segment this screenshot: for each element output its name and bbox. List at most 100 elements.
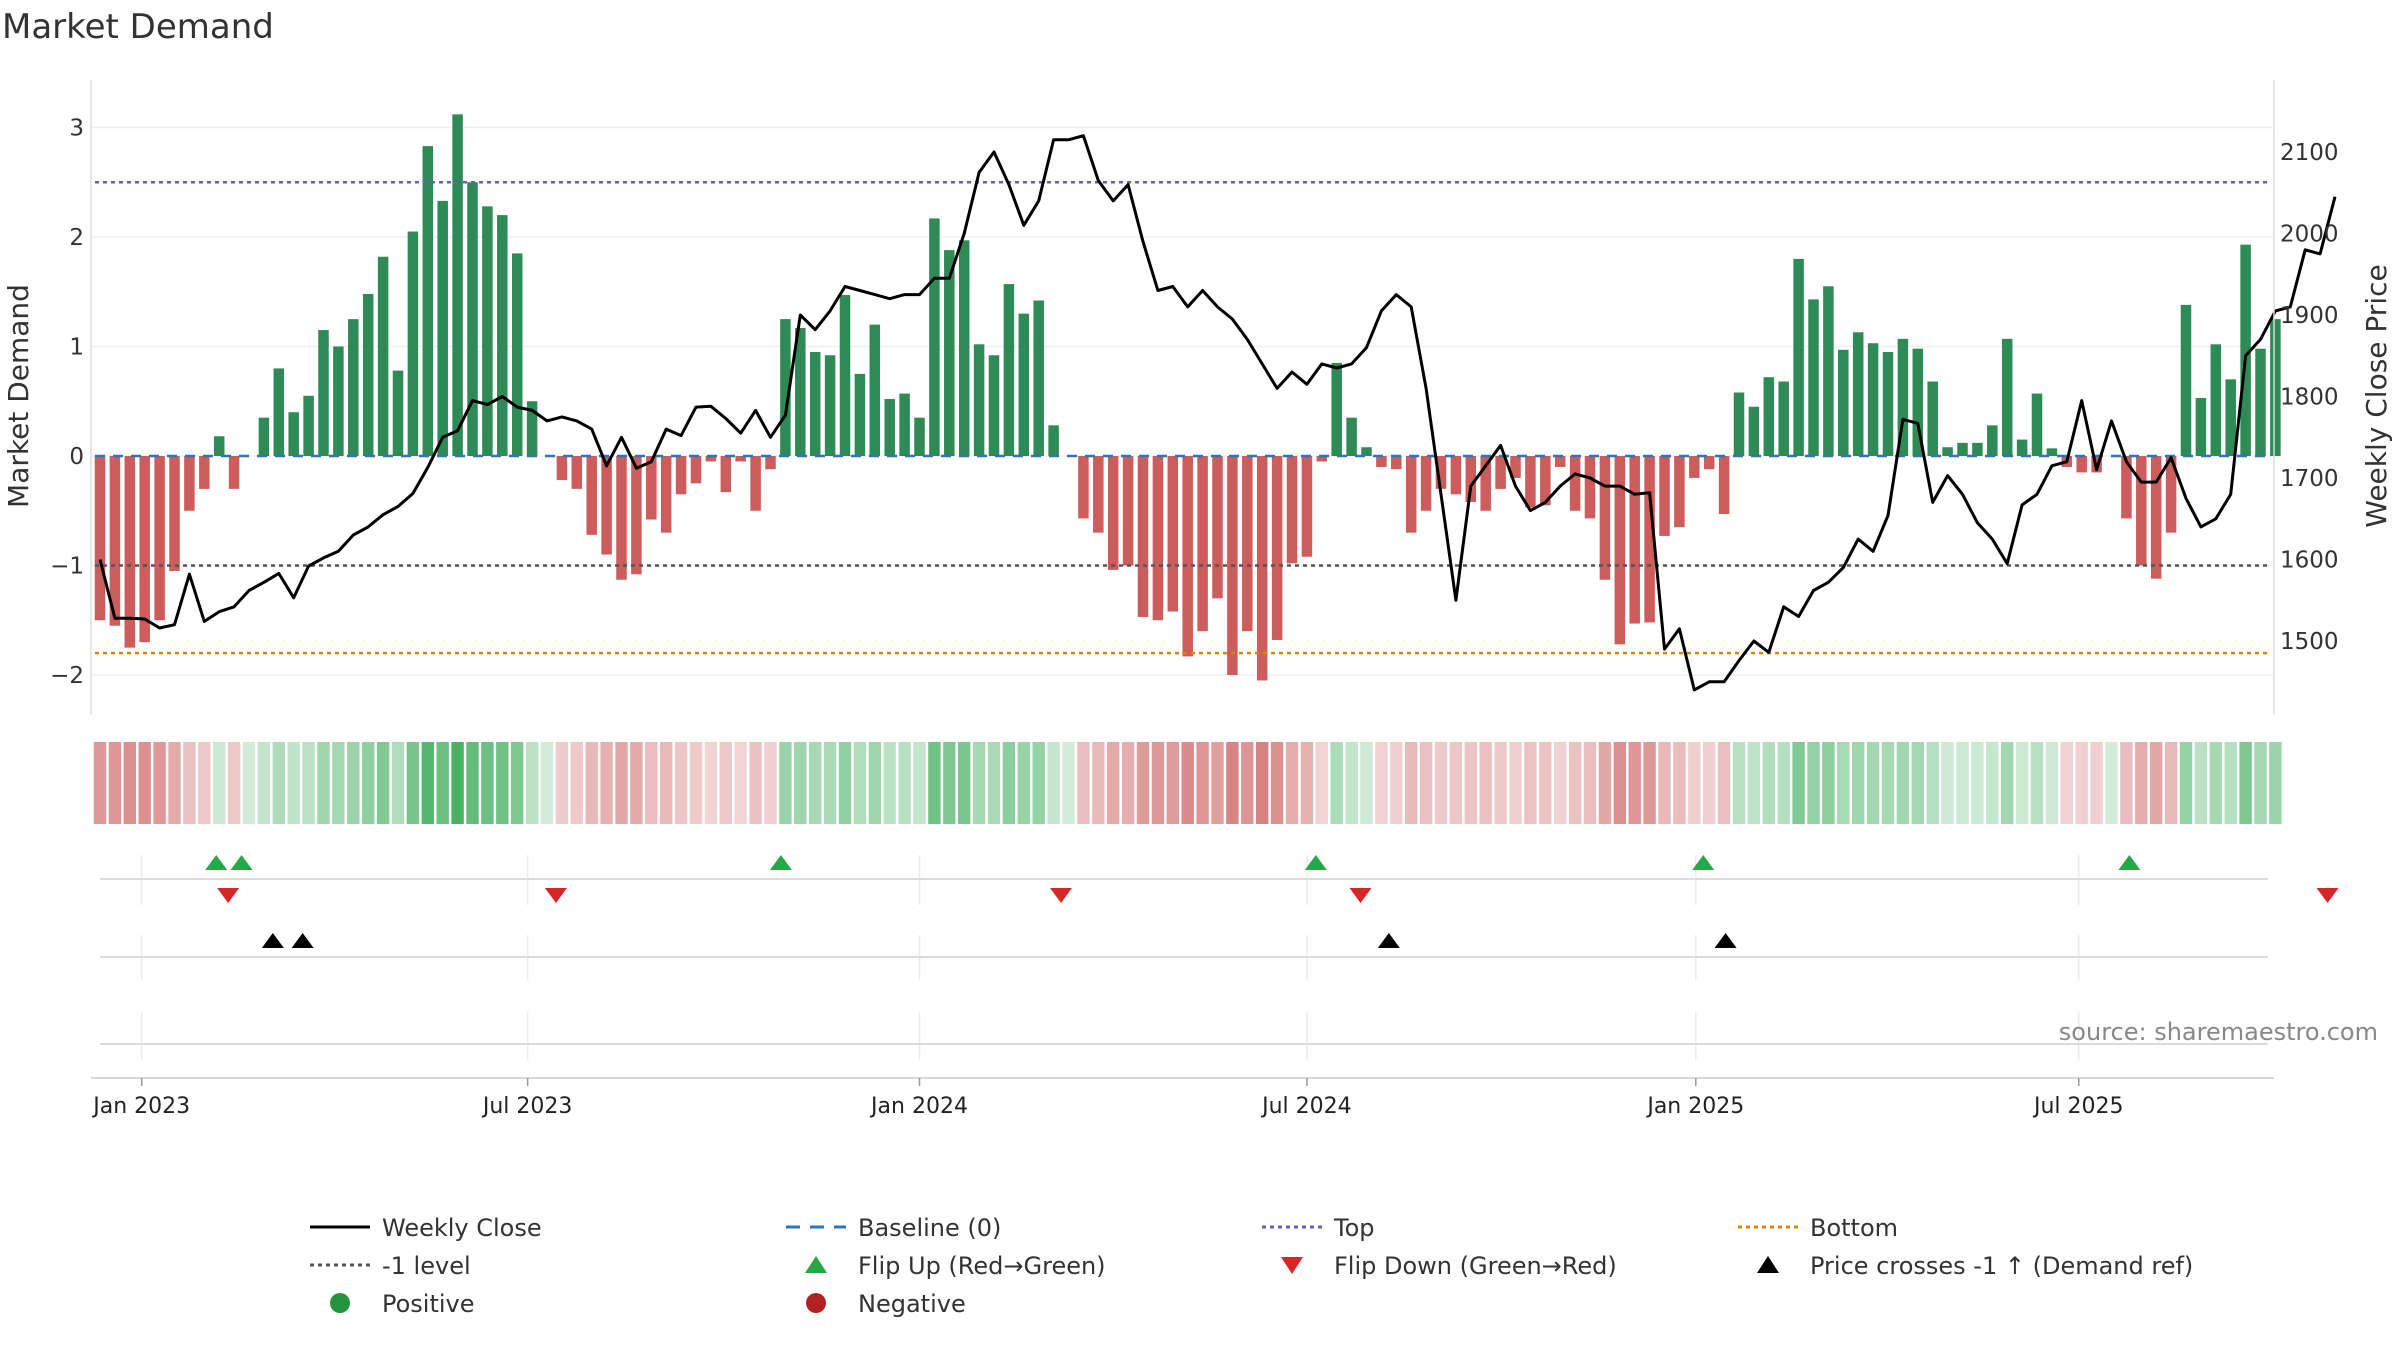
negative-demand-bar — [1301, 456, 1313, 557]
negative-demand-bar — [228, 456, 240, 489]
heat-cell-positive — [1911, 742, 1924, 824]
demand-heat-strip — [93, 742, 2282, 824]
heat-cell-positive — [2269, 742, 2282, 824]
heat-cell-negative — [1375, 742, 1388, 824]
heat-cell-negative — [1270, 742, 1284, 824]
heat-cell-positive — [1837, 742, 1850, 824]
positive-demand-bar — [973, 344, 985, 456]
legend-red-triangle-down-icon — [1281, 1257, 1303, 1274]
negative-demand-bar — [1569, 456, 1581, 511]
positive-demand-bar — [1927, 381, 1938, 456]
heat-cell-positive — [1345, 742, 1358, 824]
positive-demand-bar — [467, 182, 478, 456]
negative-demand-bar — [1554, 456, 1566, 467]
right-tick-label: 1600 — [2280, 548, 2339, 574]
right-axis-ticks: 2100 2000 1900 1800 1700 1600 1500 — [2280, 140, 2339, 655]
positive-demand-bar — [1778, 381, 1789, 456]
heat-cell-negative — [1583, 742, 1597, 824]
positive-demand-bar — [869, 324, 881, 456]
negative-demand-bar — [1242, 456, 1253, 632]
positive-demand-bar — [497, 215, 508, 456]
positive-demand-bar — [914, 417, 925, 456]
heat-cell-positive — [525, 742, 539, 824]
left-tick-label: 1 — [69, 335, 84, 361]
heat-cell-negative — [1658, 742, 1671, 824]
price-cross-marker — [1377, 933, 1400, 948]
heat-cell-positive — [838, 742, 852, 824]
heat-cell-positive — [332, 742, 345, 824]
heat-cell-positive — [853, 742, 867, 824]
negative-demand-bar — [1540, 456, 1551, 506]
heat-cell-positive — [823, 742, 837, 824]
left-tick-label: 2 — [69, 225, 84, 251]
heat-cell-negative — [1419, 742, 1433, 824]
negative-demand-bar — [1659, 456, 1670, 536]
heat-cell-positive — [779, 742, 792, 824]
weekly-close-path — [98, 134, 2337, 692]
heat-cell-negative — [1703, 742, 1716, 824]
negative-demand-bar — [139, 456, 150, 643]
heat-cell-positive — [436, 742, 449, 824]
heat-cell-positive — [362, 742, 375, 824]
flip-up-marker — [769, 855, 792, 870]
heat-cell-positive — [2105, 742, 2118, 824]
heat-cell-negative — [1717, 742, 1731, 824]
positive-demand-bar — [377, 256, 389, 456]
negative-demand-bar — [109, 456, 121, 626]
heat-cell-negative — [1256, 742, 1269, 824]
heat-cell-negative — [1628, 742, 1641, 824]
reference-lines — [95, 181, 2270, 655]
heat-cell-positive — [1002, 742, 1016, 824]
flip-up-marker — [1692, 855, 1715, 870]
flip-down-marker — [1349, 888, 1372, 903]
negative-demand-bar — [1420, 456, 1432, 511]
price-cross-marker — [261, 933, 284, 948]
positive-demand-bar — [362, 293, 374, 456]
negative-demand-bar — [2076, 456, 2087, 473]
x-tick-label: Jul 2024 — [1260, 1094, 1352, 1119]
positive-demand-bar — [511, 253, 523, 456]
left-tick-label: 3 — [69, 116, 84, 142]
heat-cell-negative — [1598, 742, 1612, 824]
flip-up-marker — [230, 855, 253, 870]
heat-cell-positive — [898, 742, 911, 824]
flip-up-marker — [205, 855, 228, 870]
heat-cell-negative — [1226, 742, 1239, 824]
negative-demand-bar — [1271, 456, 1283, 640]
legend-label: Flip Down (Green→Red) — [1334, 1252, 1617, 1280]
legend-label: -1 level — [382, 1252, 471, 1280]
negative-demand-bar — [675, 456, 687, 495]
left-tick-label: −1 — [50, 554, 84, 580]
heat-cell-negative — [227, 742, 241, 824]
positive-demand-bar — [1823, 286, 1834, 456]
positive-demand-bar — [526, 401, 538, 456]
negative-demand-bar — [765, 456, 776, 470]
negative-demand-bar — [154, 456, 165, 621]
negative-demand-bar — [1212, 456, 1223, 599]
heat-cell-positive — [287, 742, 300, 824]
heat-cell-negative — [1539, 742, 1552, 824]
positive-demand-bar — [1987, 425, 1998, 456]
heat-cell-positive — [391, 742, 405, 824]
positive-demand-bar — [213, 436, 225, 456]
negative-demand-bar — [690, 456, 702, 484]
positive-demand-bar — [318, 330, 329, 456]
heat-cell-positive — [958, 742, 971, 824]
positive-demand-bar — [2255, 348, 2266, 456]
heat-cell-positive — [2030, 742, 2044, 824]
heat-cell-positive — [868, 742, 881, 824]
positive-demand-bar — [1346, 417, 1357, 456]
heat-cell-positive — [406, 742, 420, 824]
negative-demand-bar — [2165, 456, 2177, 533]
heat-cell-negative — [1092, 742, 1105, 824]
heat-cell-negative — [1643, 742, 1656, 824]
negative-demand-bar — [1584, 456, 1596, 519]
negative-demand-bar — [1599, 456, 1611, 580]
negative-demand-bar — [556, 456, 568, 481]
heat-cell-positive — [2254, 742, 2267, 824]
negative-demand-bar — [1718, 456, 1730, 515]
heat-cell-positive — [809, 742, 822, 824]
negative-demand-bar — [1689, 456, 1700, 478]
y-axis-label-left: Market Demand — [2, 284, 35, 508]
legend-red-dot-icon — [806, 1293, 826, 1313]
